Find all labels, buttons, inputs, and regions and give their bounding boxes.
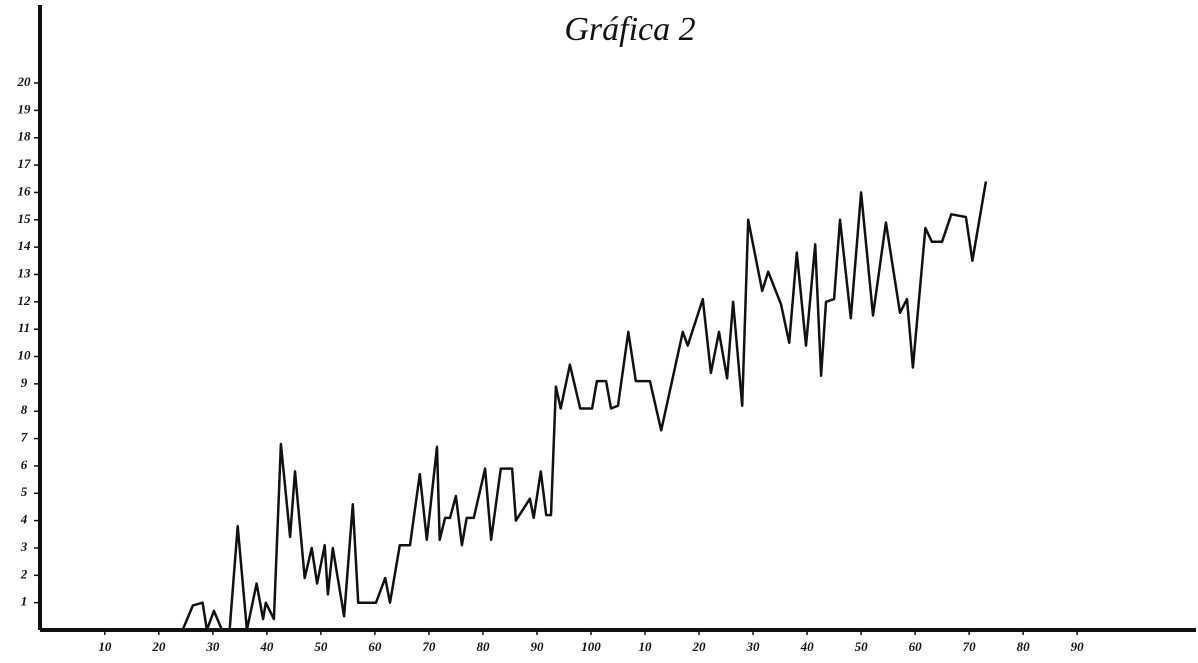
x-tick-label: 60 — [368, 639, 382, 654]
y-tick-label: 11 — [18, 320, 30, 335]
x-tick-label: 60 — [909, 639, 923, 654]
x-tick-label: 40 — [800, 639, 815, 654]
x-tick-label: 20 — [151, 639, 166, 654]
x-tick-label: 50 — [314, 639, 328, 654]
x-tick-label: 10 — [639, 639, 653, 654]
y-tick-label: 13 — [18, 265, 32, 280]
x-tick-label: 30 — [205, 639, 220, 654]
x-tick-label: 70 — [422, 639, 436, 654]
x-tick-label: 80 — [1017, 639, 1031, 654]
y-tick-label: 9 — [21, 375, 28, 390]
x-tick-label: 70 — [963, 639, 977, 654]
x-tick-label: 90 — [530, 639, 544, 654]
y-tick-label: 3 — [20, 539, 28, 554]
y-tick-label: 10 — [18, 348, 32, 363]
x-tick-label: 10 — [98, 639, 112, 654]
y-tick-label: 7 — [21, 430, 28, 445]
x-tick-label: 100 — [581, 639, 601, 654]
chart-title: Gráfica 2 — [564, 11, 695, 48]
x-tick-label: 50 — [855, 639, 869, 654]
y-tick-label: 18 — [18, 129, 32, 144]
y-tick-label: 17 — [18, 156, 32, 171]
x-tick-label: 90 — [1071, 639, 1085, 654]
y-tick-label: 5 — [21, 484, 28, 499]
data-line — [181, 181, 988, 632]
y-tick-label: 4 — [20, 512, 28, 527]
x-tick-label: 20 — [692, 639, 707, 654]
y-tick-label: 20 — [17, 74, 32, 89]
y-tick-label: 1 — [21, 594, 28, 609]
x-tick-label: 30 — [746, 639, 761, 654]
y-tick-label: 14 — [18, 238, 32, 253]
y-tick-label: 8 — [21, 402, 28, 417]
x-tick-label: 40 — [259, 639, 274, 654]
y-tick-label: 12 — [18, 293, 32, 308]
y-tick-label: 2 — [20, 566, 28, 581]
y-tick-label: 6 — [21, 457, 28, 472]
y-tick-label: 15 — [18, 211, 32, 226]
y-tick-label: 19 — [18, 101, 32, 116]
x-tick-label: 80 — [476, 639, 490, 654]
y-tick-label: 16 — [18, 183, 32, 198]
